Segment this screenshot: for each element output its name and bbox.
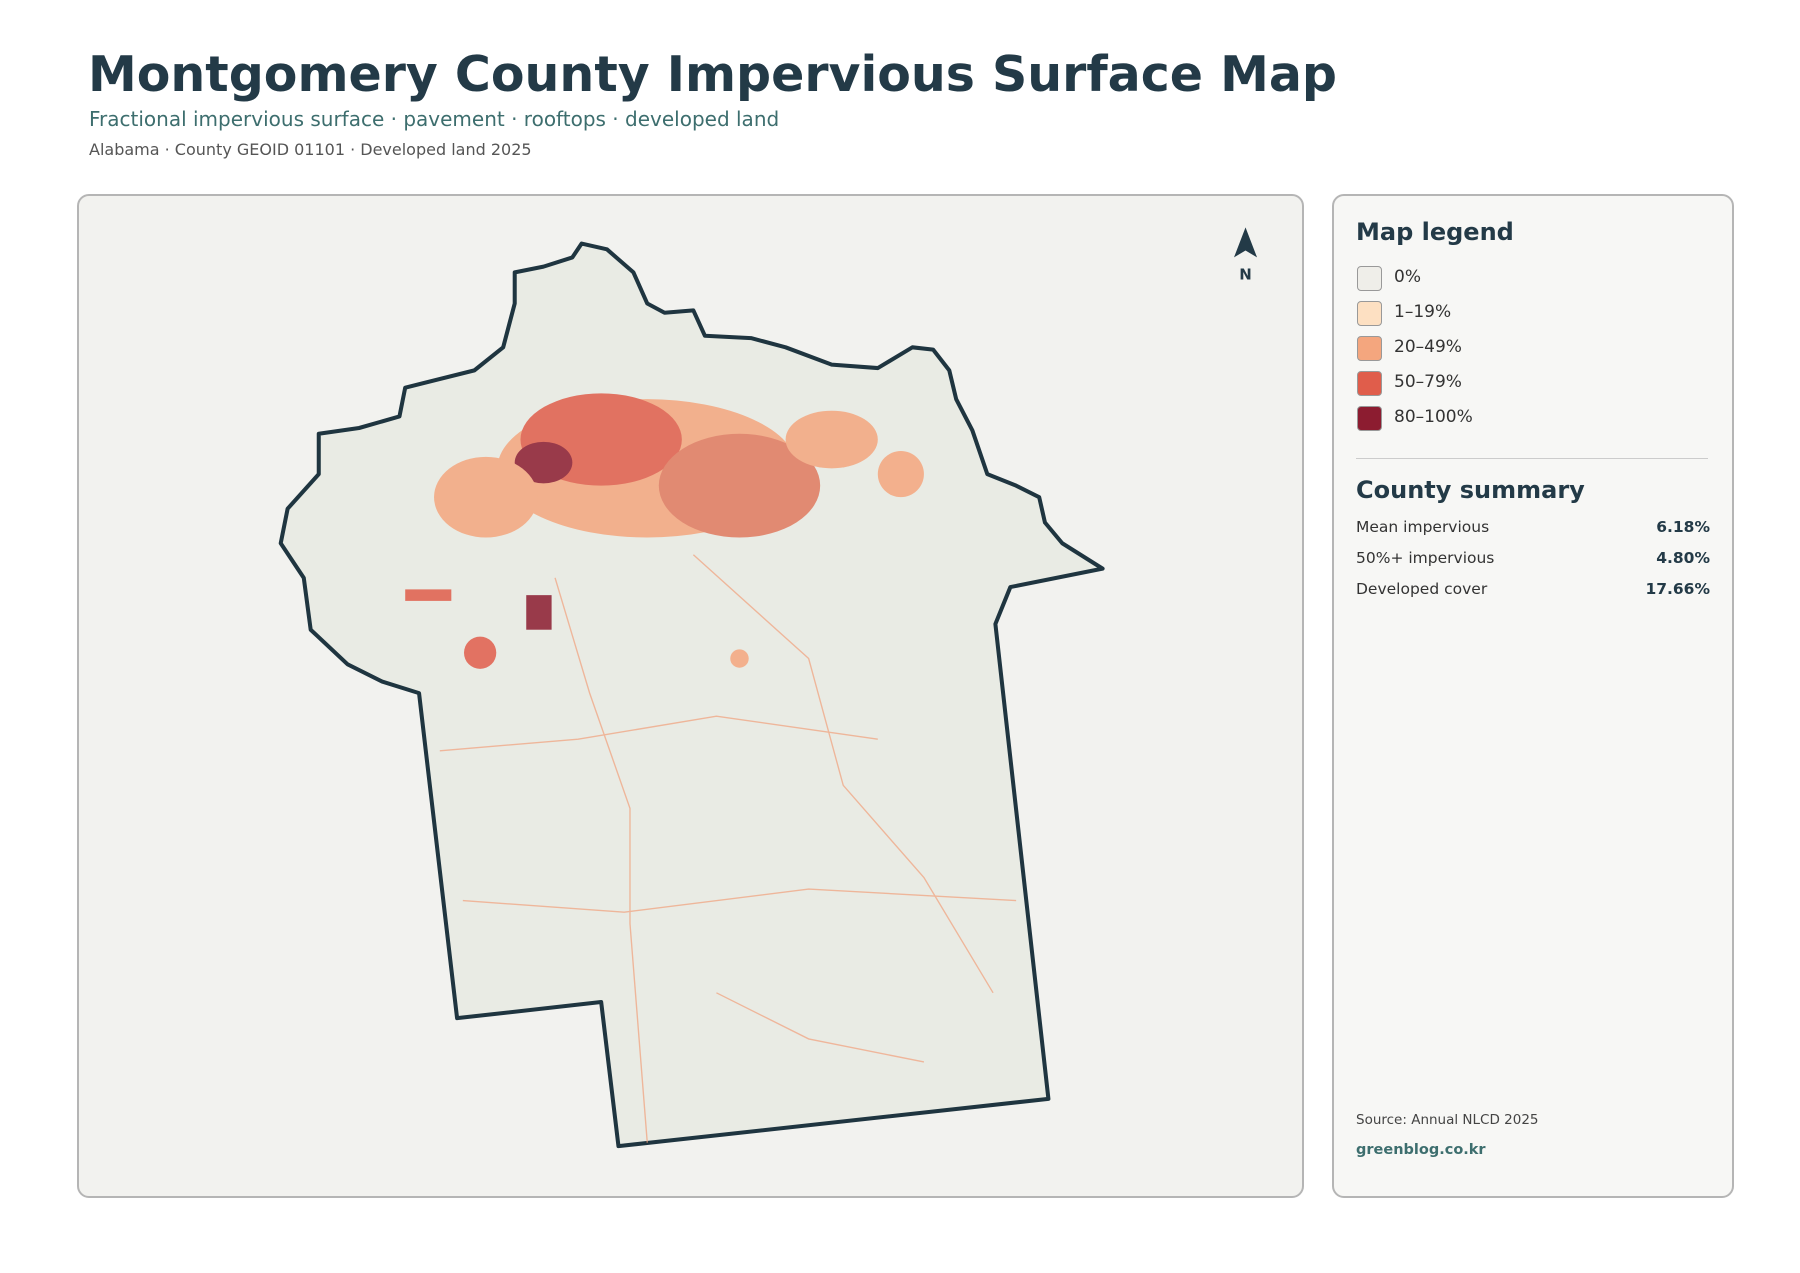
- north-arrow: [1233, 227, 1258, 258]
- legend-label: 0%: [1394, 267, 1421, 287]
- legend-label: 80–100%: [1394, 407, 1473, 427]
- north-label: N: [1239, 265, 1252, 283]
- meta: Alabama · County GEOID 01101 · Developed…: [89, 140, 532, 159]
- legend-swatch: [1357, 371, 1382, 396]
- summary-label: Mean impervious: [1356, 518, 1490, 536]
- site: greenblog.co.kr: [1356, 1142, 1486, 1158]
- legend-swatch: [1357, 336, 1382, 361]
- summary-label: Developed cover: [1356, 580, 1488, 598]
- legend-label: 50–79%: [1394, 372, 1462, 392]
- summary-value: 6.18%: [1656, 518, 1710, 536]
- legend-label: 1–19%: [1394, 302, 1452, 322]
- county: [278, 241, 1105, 1149]
- legend-swatch: [1357, 301, 1382, 326]
- roads: [439, 554, 1017, 1143]
- map: N: [278, 227, 1258, 1149]
- legend-swatch: [1357, 266, 1382, 291]
- summary-value: 4.80%: [1656, 549, 1710, 567]
- subtitle: Fractional impervious surface · pavement…: [89, 107, 780, 131]
- sidebar: Map legend 0% 1–19% 20–49% 50–79% 80–100% Co…: [1332, 194, 1734, 1198]
- summary-title: County summary: [1356, 476, 1585, 504]
- developed-areas: [405, 393, 924, 669]
- title: Montgomery County Impervious Surface Map: [88, 46, 1337, 103]
- legend-swatch: [1357, 406, 1382, 431]
- summary-label: 50%+ impervious: [1356, 549, 1495, 567]
- divider: [1356, 458, 1708, 459]
- legend-title: Map legend: [1356, 218, 1514, 246]
- map-panel: N: [77, 194, 1304, 1198]
- source: Source: Annual NLCD 2025: [1356, 1112, 1539, 1128]
- summary-value: 17.66%: [1645, 580, 1710, 598]
- legend-label: 20–49%: [1394, 337, 1462, 357]
